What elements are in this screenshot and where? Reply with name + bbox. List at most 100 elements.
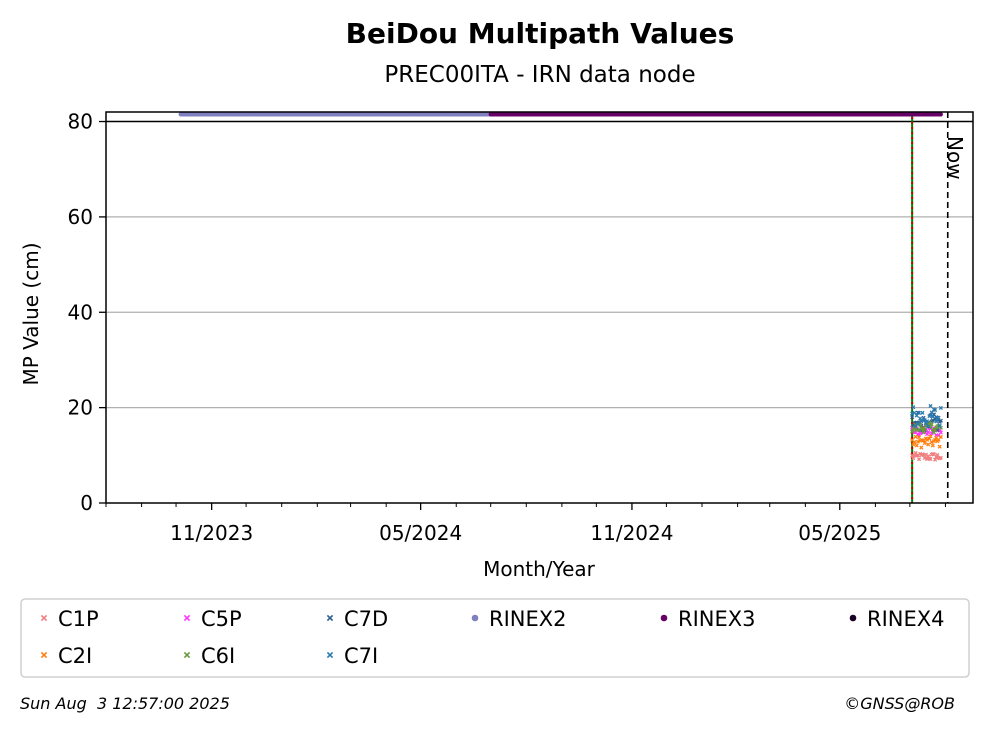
legend-marker (183, 651, 191, 659)
point (920, 426, 925, 431)
point (935, 415, 940, 420)
x-tick-label: 05/2025 (798, 521, 881, 545)
point (915, 439, 920, 444)
point (920, 410, 925, 415)
point (929, 431, 934, 436)
y-axis: 0 20 40 60 80 (68, 110, 106, 515)
point (916, 435, 922, 440)
point (927, 436, 932, 441)
legend-item-c2i: C2I (40, 644, 92, 668)
legend-marker (849, 614, 857, 622)
legend-marker (326, 614, 334, 622)
series-c7i (910, 403, 943, 429)
point (938, 434, 943, 440)
legend-marker (183, 614, 191, 622)
y-tick-label: 20 (68, 396, 93, 420)
legend-label: RINEX2 (489, 607, 567, 631)
plot-frame (105, 111, 974, 504)
now-label: Now (943, 136, 967, 180)
point (914, 443, 919, 448)
point (937, 444, 942, 449)
series-c1p (910, 450, 943, 462)
chart-subtitle: PREC00ITA - IRN data node (384, 62, 695, 88)
legend-label: C7I (344, 644, 378, 668)
legend-label: C5P (201, 607, 242, 631)
legend-item-rinex2: RINEX2 (471, 607, 567, 631)
point (927, 414, 932, 419)
point (914, 453, 919, 458)
x-tick-label: 11/2023 (170, 521, 253, 545)
legend-label: C2I (58, 644, 92, 668)
legend-marker (40, 651, 48, 659)
point (934, 419, 939, 424)
data-marks (178, 112, 943, 462)
point (916, 457, 922, 462)
point (928, 434, 933, 439)
point (922, 427, 927, 432)
point (933, 457, 938, 462)
point (930, 443, 935, 448)
point (922, 441, 927, 446)
point (912, 440, 917, 445)
legend-marker (326, 651, 334, 659)
point (938, 430, 943, 435)
point (933, 407, 938, 413)
point (910, 415, 915, 420)
legend-item-rinex3: RINEX3 (660, 607, 756, 631)
footer-copyright: ©GNSS@ROB (844, 694, 955, 713)
legend-item-c1p: C1P (40, 607, 99, 631)
point (922, 455, 927, 461)
legend-marker (660, 614, 668, 622)
point (926, 442, 931, 447)
legend-marker (471, 614, 479, 622)
point (926, 430, 931, 435)
point (936, 415, 941, 420)
point (925, 419, 930, 424)
legend: C1P C5P C7D RINEX2 RINEX3 RINEX4 C2I C6I C7I (40, 607, 945, 668)
point (935, 452, 940, 458)
x-tick-label: 05/2024 (379, 521, 462, 545)
point (926, 424, 931, 429)
grid-lines (106, 120, 973, 409)
point (938, 112, 943, 117)
series-c2i (910, 434, 943, 450)
point (938, 418, 943, 423)
point (919, 445, 924, 450)
point (912, 426, 917, 431)
point (938, 455, 943, 460)
legend-label: RINEX3 (678, 607, 756, 631)
point (921, 430, 926, 435)
y-axis-label: MP Value (cm) (19, 242, 43, 385)
legend-item-c6i: C6I (183, 644, 235, 668)
legend-item-rinex4: RINEX4 (849, 607, 945, 631)
chart-title: BeiDou Multipath Values (346, 17, 735, 50)
point (930, 414, 935, 419)
point (933, 427, 938, 433)
legend-item-c7d: C7D (326, 607, 388, 631)
point (911, 405, 916, 410)
point (937, 423, 942, 428)
point (925, 437, 930, 442)
series-rinex2 (178, 112, 493, 117)
legend-marker (40, 614, 48, 622)
legend-label: C1P (58, 607, 99, 631)
x-tick-label: 11/2024 (590, 521, 673, 545)
point (931, 430, 937, 435)
legend-item-c5p: C5P (183, 607, 242, 631)
point (911, 456, 916, 461)
legend-box (20, 598, 970, 678)
point (928, 403, 933, 409)
point (911, 442, 916, 447)
point (922, 418, 927, 423)
now-marker: Now (943, 112, 967, 503)
point (918, 416, 923, 421)
y-tick-label: 60 (68, 205, 93, 229)
y-tick-label: 80 (68, 110, 93, 134)
point (913, 434, 918, 439)
point (928, 456, 933, 462)
x-axis-label: Month/Year (483, 557, 596, 581)
point (915, 421, 920, 427)
y-tick-label: 0 (80, 491, 93, 515)
legend-label: RINEX4 (867, 607, 945, 631)
legend-label: C7D (344, 607, 388, 631)
